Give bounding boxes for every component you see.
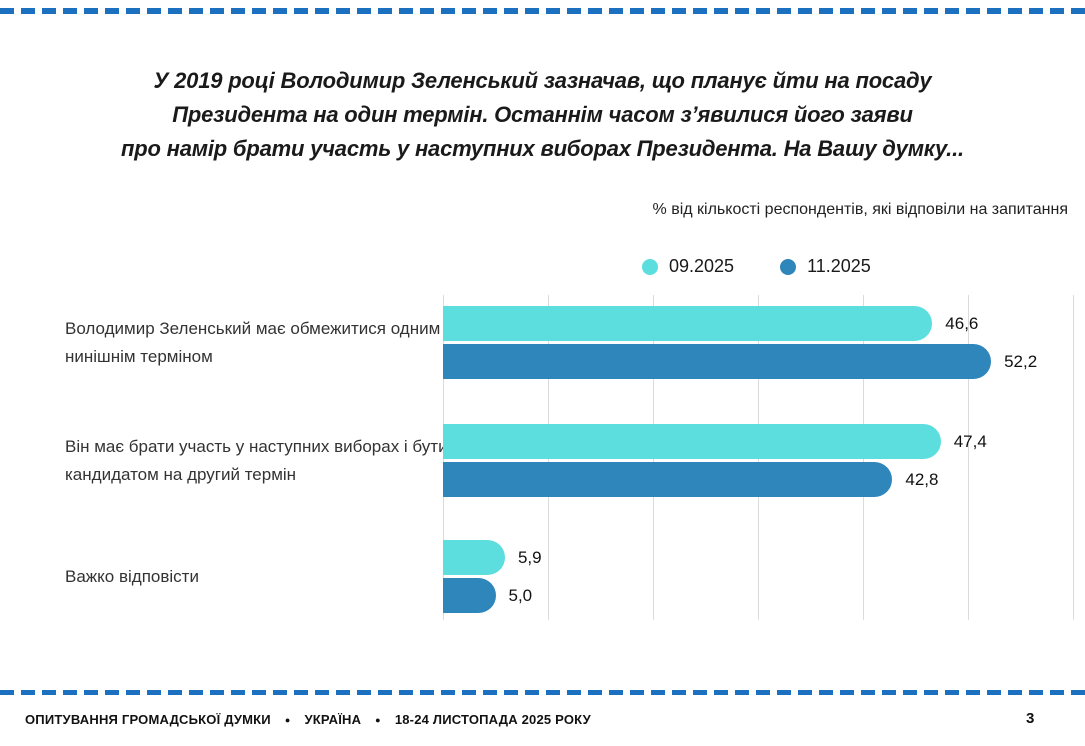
legend-label-09-2025: 09.2025: [669, 256, 735, 276]
value-label: 52,2: [1004, 351, 1038, 371]
legend-item-09-2025: 09.2025: [642, 256, 734, 277]
bar-11-2025: [443, 462, 893, 497]
question-title-line-2: Президента на один термін. Останнім часо…: [172, 102, 913, 127]
footer-separator-icon: ●: [284, 715, 291, 725]
value-label: 5,9: [517, 547, 542, 567]
footer-date-label: 18-24 ЛИСТОПАДА 2025 РОКУ: [394, 712, 591, 727]
legend-dot-11-2025-icon: [780, 258, 797, 275]
question-title-line-3: про намір брати участь у наступних вибор…: [121, 136, 964, 161]
category-label: Важко відповісти: [65, 566, 199, 586]
footer-caption: ОПИТУВАННЯ ГРОМАДСЬКОЇ ДУМКИ ● УКРАЇНА ●…: [25, 712, 591, 727]
bar-09-2025: [443, 306, 933, 341]
value-label: 5,0: [508, 585, 533, 605]
footer-survey-label: ОПИТУВАННЯ ГРОМАДСЬКОЇ ДУМКИ: [25, 712, 271, 727]
bar-11-2025: [443, 344, 992, 379]
value-label: 42,8: [905, 469, 939, 489]
value-label: 47,4: [953, 431, 987, 451]
bar-09-2025: [443, 424, 941, 459]
legend-label-11-2025: 11.2025: [807, 256, 871, 276]
category-label: Володимир Зеленський має обмежитися одни…: [65, 318, 441, 366]
chart-legend: 09.2025 11.2025: [642, 256, 871, 277]
footer-separator-icon: ●: [375, 715, 381, 725]
category-label: Він має брати участь у наступних виборах…: [65, 436, 448, 484]
legend-dot-09-2025-icon: [642, 258, 658, 275]
page-number: 3: [1026, 710, 1035, 727]
bar-11-2025: [443, 578, 496, 613]
value-label: 46,6: [945, 313, 979, 333]
question-title-line-1: У 2019 році Володимир Зеленський зазнача…: [153, 68, 932, 93]
legend-item-11-2025: 11.2025: [780, 256, 871, 277]
top-dashed-border: [0, 8, 1085, 14]
question-title: У 2019 році Володимир Зеленський зазнача…: [60, 64, 1025, 166]
chart-subtitle: % від кількості респондентів, які відпов…: [652, 201, 1068, 218]
footer-country-label: УКРАЇНА: [304, 712, 362, 727]
bar-09-2025: [443, 540, 505, 575]
bottom-dashed-border: [0, 690, 1085, 695]
